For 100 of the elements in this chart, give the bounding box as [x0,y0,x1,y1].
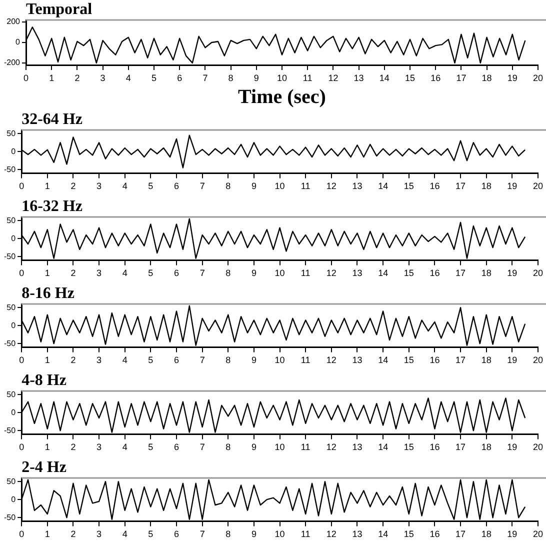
y-tick-label: 50 [6,302,16,312]
x-tick-label: 12 [326,268,336,278]
chart-title: 32-64 Hz [22,111,82,128]
y-tick-label: -50 [4,338,16,348]
x-tick-label: 11 [300,268,310,278]
x-tick-label: 9 [251,355,256,366]
chart-title: 4-8 Hz [22,372,66,390]
x-tick-label: 1 [44,181,50,192]
x-tick-label: 14 [378,529,388,540]
x-tick-label: 13 [352,529,362,540]
x-tick-label: 6 [174,181,179,192]
x-tick-label: 4 [122,268,128,278]
x-tick-label: 1 [44,355,50,366]
x-tick-label: 13 [354,72,364,83]
x-tick-label: 6 [174,268,179,278]
x-tick-label: 19 [507,529,518,540]
x-tick-label: 4 [122,355,128,366]
x-tick-label: 6 [174,529,179,540]
x-tick-label: 9 [251,268,256,278]
x-tick-label: 15 [404,268,414,278]
x-tick-label: 8 [228,72,234,83]
y-tick-label: -50 [4,512,16,522]
x-tick-label: 11 [302,72,312,83]
x-tick-label: 12 [326,181,336,192]
x-tick-label: 13 [352,268,362,278]
x-tick-label: 5 [148,442,154,452]
x-tick-label: 18 [481,268,492,278]
x-tick-label: 6 [174,442,179,452]
x-tick-label: 4 [126,72,131,83]
y-tick-label: 200 [6,17,21,26]
x-tick-label: 19 [507,355,518,366]
x-tick-label: 12 [328,72,338,83]
x-tick-label: 6 [174,355,179,366]
x-tick-label: 17 [456,268,466,278]
chart-title: Temporal [26,1,93,18]
x-tick-label: 18 [481,442,492,452]
x-tick-label: 16 [430,442,440,452]
x-tick-label: 5 [148,355,154,366]
x-tick-label: 8 [226,442,231,452]
x-tick-label: 16 [430,181,440,192]
x-tick-label: 14 [378,181,388,192]
x-tick-label: 17 [456,181,466,192]
x-tick-label: 10 [276,72,288,83]
x-tick-label: 20 [532,529,543,540]
x-tick-label: 14 [378,268,388,278]
x-tick-label: 7 [200,355,205,366]
y-tick-label: 50 [6,128,16,138]
x-tick-label: 10 [274,268,285,278]
x-tick-label: 15 [404,72,416,83]
x-tick-label: 5 [152,72,157,83]
x-tick-label: 18 [481,181,492,192]
x-tick-label: 9 [251,442,256,452]
x-tick-label: 5 [148,268,154,278]
x-tick-label: 7 [200,268,205,278]
y-tick-label: 0 [11,408,16,417]
x-tick-label: 11 [300,355,310,366]
x-tick-label: 12 [326,529,336,540]
x-tick-label: 14 [378,355,388,366]
x-tick-label: 18 [481,355,492,366]
x-tick-label: 11 [300,529,310,540]
x-tick-label: 15 [404,442,414,452]
x-tick-label: 3 [96,529,102,540]
y-tick-label: -50 [4,426,16,435]
x-tick-label: 15 [404,355,414,366]
x-tick-label: 20 [532,355,543,366]
x-tick-label: 16 [430,355,440,366]
x-tick-label: 20 [532,72,543,83]
x-tick-label: 12 [326,355,336,366]
x-tick-label: 4 [122,181,128,192]
y-tick-label: -50 [4,252,16,261]
x-tick-label: 13 [352,181,362,192]
x-tick-label: 4 [122,529,128,540]
x-tick-label: 15 [404,181,414,192]
y-tick-label: 0 [11,494,16,504]
x-tick-label: 6 [177,72,182,83]
x-tick-label: 16 [430,268,440,278]
x-tick-label: 17 [456,529,466,540]
x-axis-title: Time (sec) [238,86,326,108]
y-tick-label: -50 [4,164,16,174]
x-tick-label: 7 [200,529,205,540]
x-tick-label: 0 [24,72,29,83]
x-tick-label: 7 [200,442,205,452]
y-tick-label: 50 [6,216,16,225]
chart-title: 2-4 Hz [22,459,66,476]
x-tick-label: 10 [274,181,285,192]
x-tick-label: 2 [70,529,76,540]
x-tick-label: 8 [226,355,231,366]
x-tick-label: 20 [532,442,543,452]
x-tick-label: 2 [70,268,76,278]
y-tick-label: -200 [4,58,21,68]
x-tick-label: 20 [532,181,543,192]
x-tick-label: 10 [274,529,285,540]
x-tick-label: 10 [274,442,285,452]
x-tick-label: 4 [122,442,128,452]
x-tick-label: 3 [100,72,106,83]
x-tick-label: 7 [202,72,208,83]
x-tick-label: 8 [226,529,231,540]
x-tick-label: 15 [404,529,414,540]
x-tick-label: 14 [378,442,388,452]
x-tick-label: 19 [507,268,518,278]
